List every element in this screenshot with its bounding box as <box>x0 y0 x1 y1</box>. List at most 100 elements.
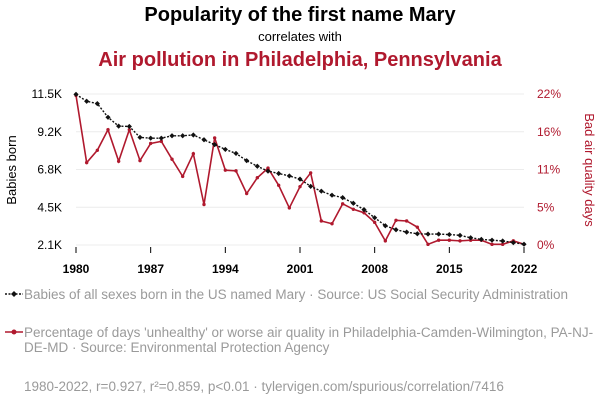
data-point-pollution <box>490 242 494 247</box>
data-point-mary <box>201 137 207 143</box>
legend-label-mary: Babies of all sexes born in the US named… <box>24 287 568 302</box>
data-point-pollution <box>138 158 142 163</box>
chart-title-secondary: Air pollution in Philadelphia, Pennsylva… <box>98 49 502 71</box>
data-point-pollution <box>180 174 185 179</box>
data-point-mary <box>276 170 282 177</box>
data-point-pollution <box>106 127 110 132</box>
data-point-mary <box>457 232 463 238</box>
data-point-pollution <box>372 220 377 225</box>
data-point-mary <box>190 132 196 138</box>
legend-item-mary: Babies of all sexes born in the US named… <box>4 287 596 302</box>
data-point-mary <box>286 173 292 179</box>
data-point-pollution <box>287 206 292 210</box>
data-point-pollution <box>447 238 452 242</box>
y-left-tick-label: 6.8K <box>37 163 62 177</box>
chart: Popularity of the first name Mary correl… <box>4 4 597 276</box>
data-point-mary <box>329 192 335 198</box>
data-point-mary <box>393 227 399 233</box>
data-point-mary <box>137 134 143 140</box>
y-right-tick-label: 16% <box>537 125 561 139</box>
x-tick-label: 1980 <box>63 262 90 276</box>
data-point-mary <box>510 239 516 246</box>
data-point-mary <box>404 229 410 235</box>
x-tick-label: 2001 <box>287 262 314 276</box>
y-right-tick-label: 5% <box>537 200 555 214</box>
data-point-mary <box>180 133 186 139</box>
data-point-pollution <box>234 169 238 173</box>
data-point-pollution <box>415 225 420 229</box>
data-point-mary <box>244 158 250 164</box>
series-mary <box>73 91 527 247</box>
data-point-mary <box>446 231 452 238</box>
data-point-pollution <box>223 168 228 172</box>
y-left-axis-title: Babies born <box>4 135 19 204</box>
data-point-mary <box>233 150 239 157</box>
y-right-tick-label: 11% <box>537 163 560 177</box>
y-right-tick-label: 22% <box>537 87 561 101</box>
data-point-pollution <box>191 152 196 156</box>
data-point-mary <box>340 195 346 201</box>
data-point-pollution <box>298 184 302 189</box>
data-point-mary <box>350 200 356 206</box>
x-tick-label: 1994 <box>212 262 239 276</box>
y-left-tick-label: 9.2K <box>37 125 62 139</box>
data-point-mary <box>265 168 271 174</box>
data-point-mary <box>222 146 228 153</box>
data-point-mary <box>468 235 474 241</box>
data-point-pollution <box>340 202 345 206</box>
y-right-axis-title: Bad air quality days <box>582 113 597 227</box>
data-point-pollution <box>266 166 270 170</box>
data-point-mary <box>297 176 303 182</box>
data-point-mary <box>500 238 506 244</box>
data-point-pollution <box>127 127 132 132</box>
data-point-mary <box>414 231 420 237</box>
data-point-mary <box>425 231 431 237</box>
right-axis: 22% 16% 11% 5% 0% Bad air quality days <box>537 87 597 252</box>
x-axis: 1980 1987 1994 2001 2008 2015 2022 <box>63 247 538 276</box>
data-point-mary <box>116 123 122 129</box>
data-point-mary <box>212 142 218 148</box>
data-point-pollution <box>404 219 409 223</box>
y-left-tick-label: 2.1K <box>37 238 62 252</box>
data-point-pollution <box>436 238 441 242</box>
data-point-mary <box>308 183 314 189</box>
data-point-mary <box>436 231 442 237</box>
legend-marker-mary <box>5 291 23 297</box>
gridlines <box>76 93 524 246</box>
data-point-pollution <box>84 160 89 165</box>
data-point-pollution <box>148 141 153 146</box>
data-point-mary <box>521 241 527 247</box>
legend-marker-pollution <box>5 329 23 335</box>
data-point-mary <box>158 135 164 141</box>
y-right-tick-label: 0% <box>537 238 555 252</box>
data-point-pollution <box>255 176 260 180</box>
data-point-pollution <box>202 202 206 207</box>
y-left-tick-label: 4.5K <box>37 200 62 214</box>
data-point-mary <box>361 207 367 213</box>
y-left-tick-label: 11.5K <box>32 87 62 101</box>
x-tick-label: 2022 <box>511 262 538 276</box>
data-point-pollution <box>330 222 334 226</box>
data-point-pollution <box>394 218 398 222</box>
data-point-pollution <box>319 219 324 223</box>
legend-item-pollution: Percentage of days 'unhealthy' or worse … <box>4 325 596 355</box>
data-point-pollution <box>426 242 430 247</box>
data-point-mary <box>489 237 495 243</box>
data-point-pollution <box>276 183 281 187</box>
data-point-pollution <box>500 242 505 247</box>
data-point-pollution <box>244 191 249 196</box>
data-point-mary <box>382 223 388 229</box>
chart-title: Popularity of the first name Mary <box>144 4 456 26</box>
data-point-pollution <box>95 148 100 152</box>
data-point-mary <box>478 236 484 242</box>
data-point-mary <box>94 101 100 107</box>
data-point-mary <box>73 91 79 97</box>
data-point-pollution <box>212 136 217 140</box>
data-point-mary <box>372 215 378 221</box>
data-point-mary <box>254 163 260 169</box>
data-point-pollution <box>362 211 366 215</box>
data-point-mary <box>126 123 132 130</box>
data-point-mary <box>169 133 175 139</box>
data-point-pollution <box>170 157 174 161</box>
footer-stats: 1980-2022, r=0.927, r²=0.859, p<0.01 · t… <box>24 379 504 394</box>
